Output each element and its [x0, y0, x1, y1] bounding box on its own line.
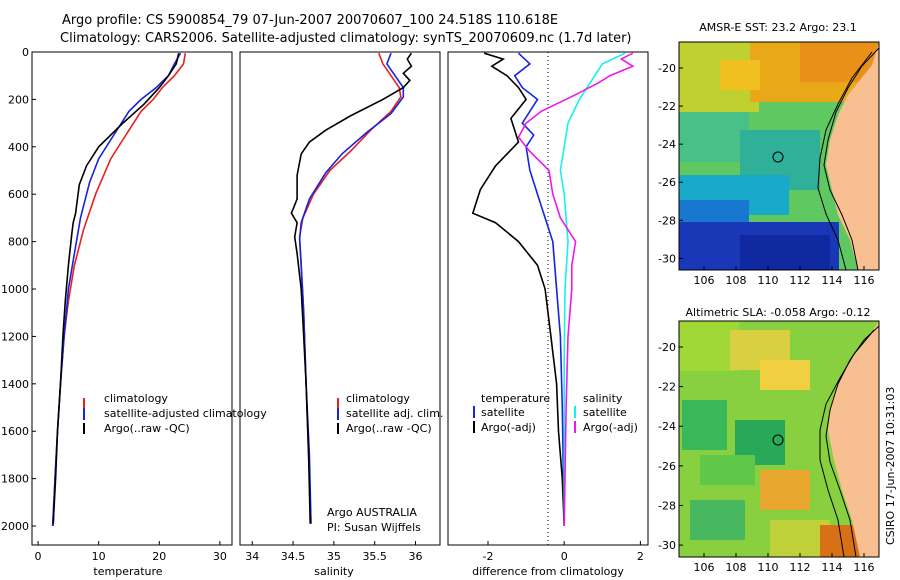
salinity-series-argo	[290, 52, 413, 524]
salinity-xtick-label: 36	[409, 550, 423, 563]
sst-map-image	[679, 42, 879, 270]
legend-argo: Argo(..raw -QC)	[104, 422, 190, 435]
temperature-ytick-label: 2000	[1, 520, 29, 533]
sst-map-xtick-label: 106	[694, 274, 715, 287]
sla-map-xtick-label: 106	[694, 561, 715, 574]
annotation-argo-australia: Argo AUSTRALIA	[327, 506, 417, 519]
salinity-xtick-label: 35.5	[362, 550, 387, 563]
sla-map-ytick-label: -28	[658, 499, 676, 512]
salinity-xtick-label: 34	[245, 550, 259, 563]
sla-map-ytick-label: -20	[658, 341, 676, 354]
annotation-pi: PI: Susan Wijffels	[327, 521, 421, 534]
sst-map-xtick-label: 110	[758, 274, 779, 287]
sla-map-panel: Altimetric SLA: -0.058 Argo: -0.12 106 10…	[658, 306, 880, 574]
temperature-ytick-label: 1600	[1, 425, 29, 438]
legend-salinity-heading: salinity	[583, 392, 623, 405]
salinity-axes-frame	[239, 51, 441, 546]
difference-series-temperature-satellite	[513, 52, 565, 527]
temperature-ytick-label: 200	[8, 93, 29, 106]
sla-map-xtick-label: 112	[790, 561, 811, 574]
salinity-panel: 34 34.5 35 35.5 36 salinity climatology sate…	[239, 51, 443, 578]
sla-map-xtick-label: 116	[854, 561, 875, 574]
temperature-xlabel: temperature	[93, 565, 162, 578]
legend-climatology-2: climatology	[346, 392, 410, 405]
sst-map-xtick-label: 108	[726, 274, 747, 287]
sst-map-ytick-label: -22	[658, 100, 676, 113]
legend-temp-argo: Argo(-adj)	[481, 421, 536, 434]
sst-map-xtick-label: 112	[790, 274, 811, 287]
difference-xlabel: difference from climatology	[472, 565, 624, 578]
temperature-xtick-label: 10	[92, 550, 106, 563]
sla-map-xtick-label: 114	[822, 561, 843, 574]
temperature-ytick-label: 1000	[1, 283, 29, 296]
temperature-ytick-label: 1800	[1, 473, 29, 486]
temperature-series-climatology	[52, 53, 187, 527]
temperature-ytick-label: 400	[8, 141, 29, 154]
sla-map-image	[679, 321, 879, 557]
sst-map-ytick-label: -26	[658, 176, 676, 189]
salinity-series-satellite	[298, 52, 405, 524]
sla-map-ytick-label: -30	[658, 539, 676, 552]
sla-map-ytick-label: -22	[658, 381, 676, 394]
legend-sal-satellite: satellite	[583, 406, 627, 419]
difference-xtick-label: -2	[483, 550, 494, 563]
legend-satellite-2: satellite adj. clim.	[346, 407, 443, 420]
legend-sal-argo: Argo(-adj)	[583, 421, 638, 434]
temperature-series-argo	[52, 53, 180, 524]
sla-map-title: Altimetric SLA: -0.058 Argo: -0.12	[686, 306, 871, 319]
difference-xtick-label: 2	[637, 550, 644, 563]
legend-temp-satellite: satellite	[481, 406, 525, 419]
header-line-2: Climatology: CARS2006. Satellite-adjuste…	[60, 31, 632, 46]
temperature-ytick-label: 800	[8, 236, 29, 249]
temperature-ytick-label: 1400	[1, 378, 29, 391]
difference-series-salinity-argo	[517, 52, 635, 527]
temperature-xtick-label: 0	[35, 550, 42, 563]
temperature-xtick-label: 20	[152, 550, 166, 563]
temperature-series-satellite	[51, 52, 182, 527]
sst-map-ytick-label: -30	[658, 252, 676, 265]
sst-map-ytick-label: -28	[658, 214, 676, 227]
legend-satellite: satellite-adjusted climatology	[104, 407, 267, 420]
salinity-xlabel: salinity	[314, 565, 354, 578]
sla-map-ytick-label: -26	[658, 460, 676, 473]
sla-map-xtick-label: 108	[726, 561, 747, 574]
temperature-xtick-label: 30	[213, 550, 227, 563]
sst-map-ytick-label: -24	[658, 138, 676, 151]
sst-map-title: AMSR-E SST: 23.2 Argo: 23.1	[699, 21, 857, 34]
temperature-axes-frame	[31, 51, 233, 546]
difference-axes-frame	[447, 51, 649, 546]
temperature-ytick-label: 1200	[1, 330, 29, 343]
legend-climatology: climatology	[104, 392, 168, 405]
credit-stamp: CSIRO 17-Jun-2007 10:31:03	[884, 387, 897, 545]
sla-argo-location-marker	[772, 434, 784, 446]
header-line-1: Argo profile: CS 5900854_79 07-Jun-2007 …	[62, 13, 558, 28]
sst-map-xtick-label: 116	[854, 274, 875, 287]
sla-map-xtick-label: 110	[758, 561, 779, 574]
temperature-ytick-label: 600	[8, 188, 29, 201]
sst-argo-location-marker	[772, 151, 784, 163]
legend-argo-2: Argo(..raw -QC)	[346, 422, 432, 435]
temperature-panel: 0 10 20 30 0 200 400 600 800 1000 1200 1400 1600 180…	[1, 46, 267, 578]
sst-map-ytick-label: -20	[658, 62, 676, 75]
difference-series-salinity-satellite	[559, 52, 626, 526]
salinity-xtick-label: 35	[327, 550, 341, 563]
salinity-xtick-label: 34.5	[281, 550, 306, 563]
sst-map-frame	[678, 41, 880, 271]
salinity-series-climatology	[298, 52, 402, 524]
sst-map-xtick-label: 114	[822, 274, 843, 287]
sla-map-ytick-label: -24	[658, 420, 676, 433]
sst-map-panel: AMSR-E SST: 23.2 Argo: 23.1 106 108 110 112…	[658, 21, 880, 287]
temperature-ytick-label: 0	[22, 46, 29, 59]
legend-temperature-heading: temperature	[481, 392, 550, 405]
difference-panel: -2 0 2 difference from climatology tempera…	[447, 51, 649, 578]
difference-series-temperature-argo	[471, 52, 565, 527]
sla-map-frame	[678, 320, 880, 558]
difference-xtick-label: 0	[561, 550, 568, 563]
